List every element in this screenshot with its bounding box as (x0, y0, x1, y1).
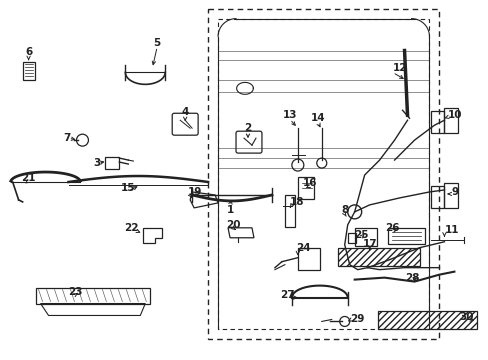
Text: 25: 25 (354, 230, 368, 240)
Text: 13: 13 (282, 110, 297, 120)
Text: 28: 28 (405, 273, 419, 283)
Text: 30: 30 (458, 312, 473, 323)
Text: 27: 27 (280, 289, 294, 300)
Bar (105, 157, 119, 169)
Bar (285, 195, 294, 227)
Text: 16: 16 (302, 178, 316, 188)
Bar (444, 108, 457, 133)
Text: 3: 3 (93, 158, 100, 168)
Text: 6: 6 (25, 48, 32, 58)
Bar (22, 62, 35, 80)
Bar (444, 183, 457, 208)
Bar (430, 186, 444, 208)
Text: 12: 12 (392, 63, 406, 73)
Text: 23: 23 (68, 287, 82, 297)
Text: 9: 9 (450, 187, 458, 197)
Bar (36, 288, 150, 303)
Text: 11: 11 (444, 225, 458, 235)
Text: 5: 5 (153, 37, 161, 48)
Text: 22: 22 (123, 223, 138, 233)
Text: 1: 1 (226, 205, 233, 215)
Text: 24: 24 (295, 243, 310, 253)
Bar (337, 248, 419, 266)
Bar (387, 228, 425, 244)
Bar (208, 9, 439, 339)
Bar (218, 19, 428, 329)
Text: 4: 4 (181, 107, 188, 117)
Text: 29: 29 (349, 314, 364, 324)
Bar (297, 177, 313, 199)
Text: 14: 14 (310, 113, 325, 123)
Bar (297, 248, 319, 270)
Text: 10: 10 (447, 110, 461, 120)
Text: 15: 15 (121, 183, 135, 193)
Text: 17: 17 (362, 239, 376, 249)
Text: 26: 26 (385, 223, 399, 233)
Bar (377, 311, 476, 329)
Text: 20: 20 (225, 220, 240, 230)
Text: 21: 21 (21, 173, 36, 183)
Text: 19: 19 (188, 187, 202, 197)
Text: 7: 7 (63, 133, 70, 143)
Text: 18: 18 (289, 197, 304, 207)
Bar (430, 111, 444, 133)
Bar (347, 233, 355, 243)
Text: 8: 8 (341, 205, 347, 215)
Text: 2: 2 (244, 123, 251, 133)
Bar (354, 228, 376, 246)
